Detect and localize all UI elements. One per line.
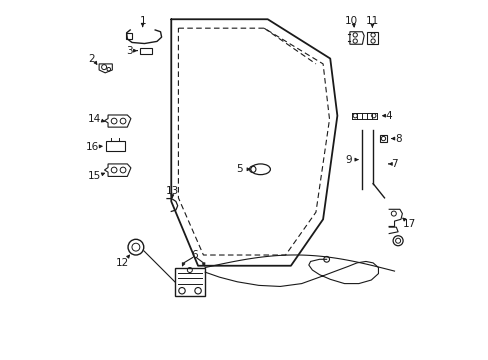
Text: 4: 4: [385, 111, 392, 121]
Text: 16: 16: [85, 142, 99, 152]
Text: 14: 14: [88, 114, 101, 124]
Text: 8: 8: [394, 134, 401, 144]
Text: 15: 15: [88, 171, 101, 181]
Text: 6: 6: [191, 250, 198, 260]
Text: 17: 17: [402, 219, 415, 229]
Text: 10: 10: [345, 16, 358, 26]
Text: 1: 1: [139, 16, 146, 26]
Text: 13: 13: [165, 186, 179, 196]
Text: 9: 9: [345, 155, 352, 165]
Text: 7: 7: [390, 159, 397, 169]
Text: 11: 11: [365, 16, 378, 26]
Text: 12: 12: [116, 258, 129, 268]
Text: 5: 5: [236, 164, 243, 174]
Text: 2: 2: [88, 54, 95, 64]
Text: 3: 3: [126, 46, 133, 56]
